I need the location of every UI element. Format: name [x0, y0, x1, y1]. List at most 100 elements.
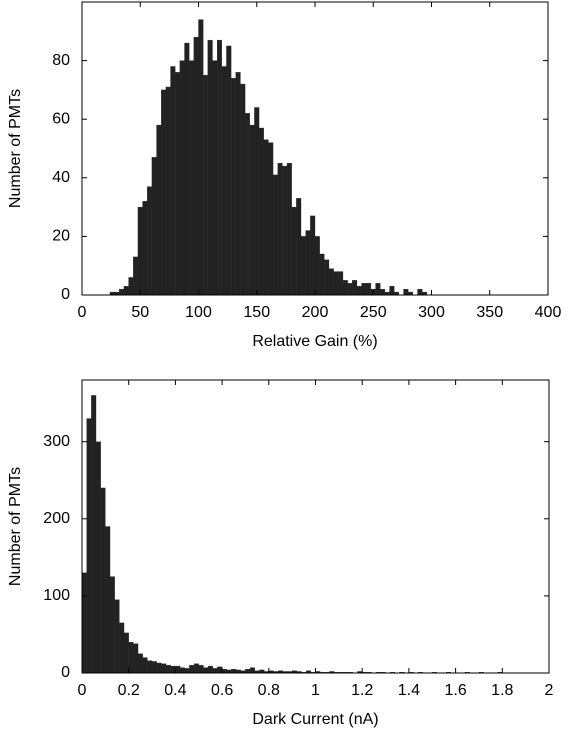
bar — [137, 206, 143, 296]
bar — [189, 665, 195, 674]
bar — [277, 162, 283, 296]
bar — [137, 653, 143, 674]
bar — [175, 665, 181, 674]
bar — [203, 667, 209, 674]
bar — [156, 662, 162, 674]
x-tick-label: 0.6 — [211, 682, 233, 699]
bar — [161, 663, 167, 674]
y-tick-label: 40 — [52, 169, 70, 186]
bar — [133, 643, 139, 674]
bar — [86, 418, 92, 674]
bar — [105, 526, 111, 674]
bar — [147, 660, 153, 674]
bar — [217, 666, 223, 674]
bar — [245, 668, 251, 674]
bar — [310, 215, 316, 296]
x-axis-label: Dark Current (nA) — [252, 711, 378, 728]
bar — [147, 186, 153, 296]
bar — [151, 157, 157, 296]
x-tick-label: 1.8 — [491, 682, 513, 699]
bar — [319, 253, 325, 296]
bar — [170, 665, 176, 674]
bar — [240, 83, 246, 296]
bar — [272, 174, 278, 296]
bar — [184, 42, 190, 296]
bar — [324, 259, 330, 296]
y-tick-label: 100 — [43, 587, 70, 604]
bar — [249, 124, 255, 296]
y-tick-label: 300 — [43, 433, 70, 450]
x-tick-label: 50 — [131, 304, 149, 321]
bar — [175, 72, 181, 296]
x-tick-label: 100 — [185, 304, 212, 321]
y-axis-label: Number of PMTs — [7, 467, 24, 586]
x-tick-label: 1.2 — [351, 682, 373, 699]
bar — [100, 487, 106, 674]
x-tick-label: 0.4 — [164, 682, 186, 699]
bar — [338, 271, 344, 296]
bar — [193, 37, 199, 296]
bar — [128, 642, 134, 674]
bar — [300, 236, 306, 296]
y-tick-label: 0 — [61, 664, 70, 681]
y-tick-label: 0 — [61, 286, 70, 303]
bar — [235, 72, 241, 296]
bar — [347, 283, 353, 296]
bar — [109, 576, 115, 674]
y-tick-label: 80 — [52, 52, 70, 69]
bar — [361, 283, 367, 296]
bar — [216, 39, 222, 296]
x-tick-label: 350 — [476, 304, 503, 321]
bar — [198, 19, 204, 296]
bar — [328, 268, 334, 296]
x-tick-label: 0 — [78, 304, 87, 321]
y-tick-label: 200 — [43, 510, 70, 527]
bar — [128, 277, 134, 296]
bar — [119, 622, 125, 674]
bar — [165, 665, 171, 674]
bar — [184, 668, 190, 674]
bar — [254, 107, 260, 296]
x-tick-label: 1 — [311, 682, 320, 699]
bar — [193, 663, 199, 674]
y-axis-label: Number of PMTs — [7, 89, 24, 208]
bar — [189, 60, 194, 296]
bar — [170, 66, 176, 296]
bar — [114, 599, 120, 674]
bar — [142, 657, 148, 674]
bar — [342, 280, 348, 296]
x-tick-label: 2 — [545, 682, 554, 699]
x-tick-label: 150 — [243, 304, 270, 321]
bar — [375, 283, 381, 296]
bar — [296, 198, 302, 296]
bar — [352, 280, 358, 296]
bar — [380, 288, 386, 296]
bar — [207, 39, 213, 296]
bar — [314, 236, 320, 296]
x-tick-label: 200 — [302, 304, 329, 321]
bar — [356, 286, 362, 296]
bar — [165, 86, 171, 296]
bar — [230, 78, 236, 296]
bar — [198, 665, 204, 674]
bar — [91, 395, 97, 674]
bar — [212, 60, 218, 296]
bar — [258, 127, 264, 296]
bar — [333, 271, 339, 296]
y-tick-label: 60 — [52, 110, 70, 127]
bar — [161, 89, 167, 296]
bar — [231, 668, 237, 674]
bar — [366, 283, 372, 296]
bar — [123, 286, 129, 296]
x-tick-label: 250 — [360, 304, 387, 321]
bar — [212, 668, 218, 674]
y-tick-label: 20 — [52, 228, 70, 245]
bar — [291, 206, 297, 296]
x-tick-label: 0 — [78, 682, 87, 699]
bar — [142, 201, 148, 296]
bar — [389, 286, 395, 296]
bar — [249, 667, 255, 674]
x-tick-label: 1.6 — [444, 682, 466, 699]
plot-frame — [81, 379, 550, 674]
